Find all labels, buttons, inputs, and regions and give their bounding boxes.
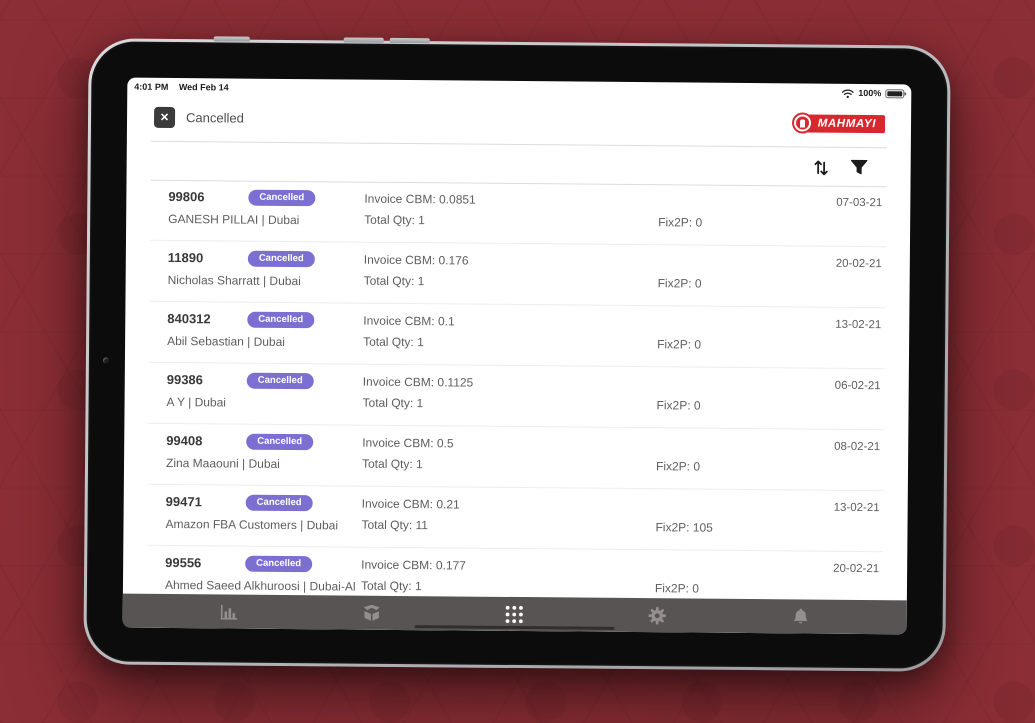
status-bar: 4:01 PM Wed Feb 14 100% bbox=[127, 78, 911, 101]
order-id: 840312 bbox=[167, 311, 211, 327]
invoice-cbm: Invoice CBM: 0.0851 bbox=[364, 191, 476, 207]
total-qty: Total Qty: 1 bbox=[360, 578, 422, 593]
invoice-cbm: Invoice CBM: 0.21 bbox=[361, 496, 460, 512]
total-qty: Total Qty: 1 bbox=[364, 212, 425, 227]
status-badge: Cancelled bbox=[247, 250, 315, 267]
bell-icon bbox=[793, 608, 808, 624]
order-date: 20-02-21 bbox=[833, 562, 880, 575]
tablet-bezel: 4:01 PM Wed Feb 14 100% ✕ bbox=[86, 41, 948, 669]
customer-name: GANESH PILLAI | Dubai bbox=[168, 211, 300, 227]
volume-up-button bbox=[343, 37, 384, 43]
battery-icon bbox=[885, 88, 907, 98]
order-date: 08-02-21 bbox=[834, 440, 881, 453]
fix2p-value: Fix2P: 105 bbox=[655, 519, 713, 535]
status-date: Wed Feb 14 bbox=[178, 82, 229, 93]
customer-name: Abil Sebastian | Dubai bbox=[167, 333, 286, 349]
order-row[interactable]: 99408 Cancelled Invoice CBM: 0.5 08-02-2… bbox=[147, 423, 885, 492]
invoice-cbm: Invoice CBM: 0.5 bbox=[362, 435, 454, 451]
fix2p-value: Fix2P: 0 bbox=[658, 214, 703, 230]
fix2p-value: Fix2P: 0 bbox=[656, 397, 701, 413]
nav-item-stats[interactable] bbox=[158, 594, 301, 629]
brand-logo-text: MAHMAYI bbox=[803, 113, 886, 133]
nav-item-packages[interactable] bbox=[300, 595, 443, 630]
tablet-device: 4:01 PM Wed Feb 14 100% ✕ bbox=[83, 36, 951, 672]
status-bar-left: 4:01 PM Wed Feb 14 bbox=[134, 82, 236, 93]
order-id: 11890 bbox=[167, 250, 204, 266]
status-badge: Cancelled bbox=[246, 372, 314, 389]
status-badge: Cancelled bbox=[245, 555, 313, 572]
power-button bbox=[213, 36, 250, 42]
order-row[interactable]: 99806 Cancelled Invoice CBM: 0.0851 07-0… bbox=[149, 179, 887, 248]
filter-button[interactable] bbox=[847, 155, 871, 179]
battery-percent: 100% bbox=[858, 87, 882, 99]
status-badge: Cancelled bbox=[245, 494, 313, 511]
status-time: 4:01 PM bbox=[134, 81, 169, 92]
fix2p-value: Fix2P: 0 bbox=[657, 275, 702, 291]
order-id: 99408 bbox=[166, 433, 203, 449]
list-toolbar bbox=[127, 142, 911, 187]
page-title: Cancelled bbox=[185, 110, 244, 126]
order-row[interactable]: 11890 Cancelled Invoice CBM: 0.176 20-02… bbox=[149, 240, 886, 309]
brand-logo-icon bbox=[791, 112, 813, 134]
invoice-cbm: Invoice CBM: 0.176 bbox=[363, 252, 469, 268]
invoice-cbm: Invoice CBM: 0.1125 bbox=[362, 374, 474, 390]
order-date: 13-02-21 bbox=[835, 318, 882, 331]
customer-name: Amazon FBA Customers | Dubai bbox=[165, 516, 339, 532]
total-qty: Total Qty: 11 bbox=[361, 517, 429, 532]
bar-chart-icon bbox=[221, 604, 238, 620]
fix2p-value: Fix2P: 0 bbox=[654, 580, 700, 596]
status-badge: Cancelled bbox=[248, 189, 316, 206]
order-row[interactable]: 840312 Cancelled Invoice CBM: 0.1 13-02-… bbox=[148, 301, 886, 370]
order-date: 13-02-21 bbox=[833, 501, 880, 514]
close-button[interactable]: ✕ bbox=[153, 106, 176, 129]
sort-button[interactable] bbox=[809, 155, 833, 179]
total-qty: Total Qty: 1 bbox=[361, 456, 423, 471]
bottom-nav bbox=[122, 593, 907, 635]
customer-name: A Y | Dubai bbox=[166, 394, 227, 409]
gear-icon bbox=[648, 606, 667, 625]
nav-item-notifications[interactable] bbox=[729, 599, 872, 634]
volume-down-button bbox=[389, 37, 430, 44]
order-date: 06-02-21 bbox=[834, 379, 881, 392]
nav-item-settings[interactable] bbox=[586, 598, 729, 633]
grid-icon bbox=[506, 605, 524, 623]
invoice-cbm: Invoice CBM: 0.177 bbox=[361, 557, 466, 573]
order-id: 99556 bbox=[165, 555, 202, 571]
nav-item-grid-menu[interactable] bbox=[443, 596, 586, 631]
customer-name: Zina Maaouni | Dubai bbox=[165, 455, 280, 471]
package-icon bbox=[364, 604, 380, 621]
fix2p-value: Fix2P: 0 bbox=[655, 458, 701, 474]
app-header: ✕ Cancelled MAHMAYI bbox=[127, 94, 911, 148]
order-date: 07-03-21 bbox=[836, 196, 883, 209]
sort-arrows-icon bbox=[813, 160, 828, 175]
invoice-cbm: Invoice CBM: 0.1 bbox=[363, 313, 455, 329]
order-date: 20-02-21 bbox=[835, 257, 882, 270]
customer-name: Nicholas Sharratt | Dubai bbox=[167, 272, 301, 288]
status-badge: Cancelled bbox=[247, 311, 315, 328]
wifi-icon bbox=[841, 89, 854, 98]
filter-funnel-icon bbox=[850, 159, 867, 174]
total-qty: Total Qty: 1 bbox=[363, 334, 424, 349]
app-screen: 4:01 PM Wed Feb 14 100% ✕ bbox=[122, 77, 912, 635]
total-qty: Total Qty: 1 bbox=[362, 395, 424, 410]
total-qty: Total Qty: 1 bbox=[363, 273, 425, 288]
fix2p-value: Fix2P: 0 bbox=[657, 336, 702, 352]
order-id: 99386 bbox=[166, 372, 203, 388]
order-row[interactable]: 99471 Cancelled Invoice CBM: 0.21 13-02-… bbox=[147, 484, 884, 553]
front-camera bbox=[102, 357, 109, 364]
order-id: 99806 bbox=[168, 189, 205, 205]
brand-logo: MAHMAYI bbox=[791, 112, 886, 134]
order-list: 99806 Cancelled Invoice CBM: 0.0851 07-0… bbox=[146, 179, 887, 634]
status-badge: Cancelled bbox=[246, 433, 314, 450]
order-id: 99471 bbox=[165, 494, 202, 510]
status-bar-right: 100% bbox=[841, 87, 907, 99]
order-row[interactable]: 99386 Cancelled Invoice CBM: 0.1125 06-0… bbox=[148, 362, 885, 431]
